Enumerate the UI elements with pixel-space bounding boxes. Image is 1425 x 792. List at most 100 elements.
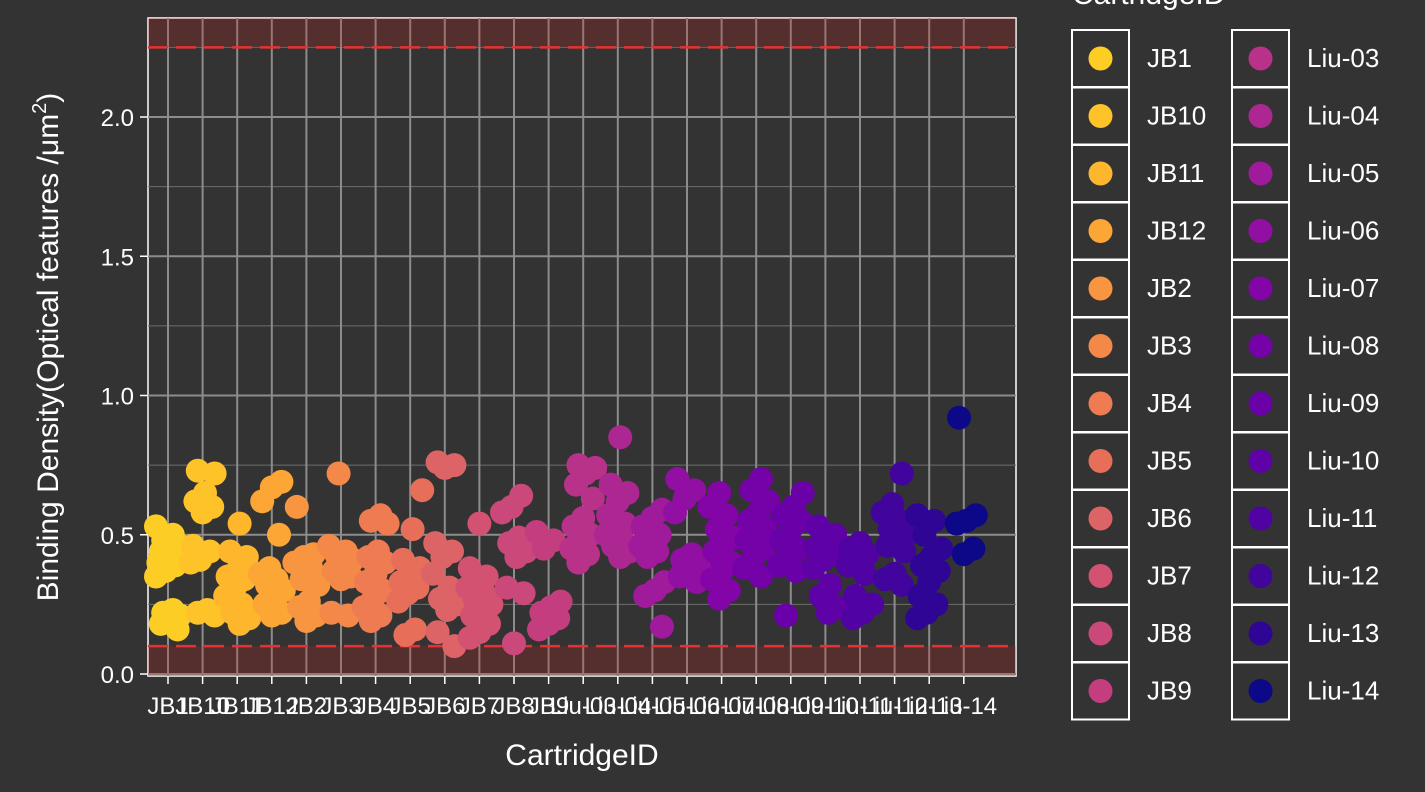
x-tick-label: JB9 (528, 693, 569, 720)
data-point (947, 405, 971, 430)
legend-marker (1248, 334, 1273, 358)
y-tick-label: 0.5 (101, 523, 134, 550)
y-axis-title-main: Binding Density(Optical features / (32, 155, 65, 601)
legend-marker (1088, 621, 1113, 646)
legend-label: JB2 (1147, 273, 1192, 303)
data-point (284, 494, 309, 519)
x-tick-label: JB7 (459, 693, 500, 720)
data-point (749, 564, 773, 589)
data-point (250, 489, 275, 514)
data-point (912, 522, 937, 547)
data-point (566, 550, 591, 575)
y-axis-title: Binding Density(Optical features /μm2) (29, 93, 65, 602)
x-tick-label: JB10 (175, 693, 230, 720)
x-tick-label: Liu-12 (861, 693, 928, 720)
legend-marker (1248, 46, 1273, 71)
data-point (889, 572, 914, 597)
x-axis: JB1JB10JB11JB12JB2JB3JB4JB5JB6JB7JB8JB9L… (147, 676, 997, 720)
upper-threshold-band (148, 18, 1016, 48)
data-point (190, 500, 215, 525)
data-point (840, 606, 865, 631)
data-point (707, 586, 732, 611)
data-point (608, 545, 633, 570)
data-point (144, 564, 168, 589)
x-tick-label: JB11 (211, 693, 264, 720)
data-point (420, 561, 445, 586)
data-point (393, 623, 418, 648)
data-point (580, 486, 605, 511)
data-point (774, 603, 798, 628)
x-tick-label: JB1 (147, 693, 188, 720)
legend-label: Liu-13 (1307, 618, 1379, 648)
y-axis-title-sup: 2 (29, 103, 51, 114)
legend-marker (1248, 391, 1273, 416)
data-point (326, 461, 351, 486)
legend-label: Liu-08 (1307, 331, 1379, 361)
x-tick-label: Liu-05 (619, 693, 686, 720)
data-point (432, 455, 457, 480)
legend-marker (1088, 46, 1113, 71)
legend-label: Liu-09 (1307, 388, 1379, 418)
x-tick-label: JB3 (320, 693, 361, 720)
x-tick-label: JB12 (244, 693, 299, 720)
legend-label: Liu-10 (1307, 446, 1379, 476)
legend-label: Liu-06 (1307, 216, 1379, 246)
data-point (227, 511, 252, 536)
data-point (490, 500, 514, 525)
data-point (511, 581, 536, 606)
legend-marker (1088, 449, 1113, 473)
legend-label: JB12 (1147, 216, 1206, 246)
legend-label: JB9 (1147, 676, 1192, 706)
legend-label: JB8 (1147, 618, 1192, 648)
y-tick-label: 1.5 (101, 244, 134, 271)
legend-marker (1248, 104, 1273, 128)
data-point (889, 461, 914, 486)
data-point (783, 558, 808, 583)
y-axis: 0.0 0.5 1.0 1.5 2.0 (101, 105, 148, 689)
legend-label: JB5 (1147, 446, 1192, 476)
data-point (259, 603, 284, 628)
legend-label: JB3 (1147, 331, 1192, 361)
data-point (608, 425, 633, 450)
legend-key (1231, 489, 1290, 548)
legend-marker (1088, 679, 1113, 703)
x-axis-title: CartridgeID (505, 739, 658, 772)
legend-marker (1088, 391, 1113, 416)
legend-label: JB7 (1147, 561, 1192, 591)
x-tick-label: Liu-07 (688, 693, 755, 720)
legend-label: Liu-05 (1307, 158, 1379, 188)
legend-label: Liu-11 (1307, 503, 1377, 533)
data-point (410, 478, 435, 503)
data-point (635, 545, 660, 570)
data-point (294, 609, 319, 634)
data-points (144, 405, 988, 659)
legend-label: JB10 (1147, 101, 1206, 131)
data-point (202, 603, 227, 628)
data-point (267, 522, 291, 547)
data-point (400, 517, 425, 542)
y-tick-label: 0.0 (101, 662, 134, 689)
legend-marker (1248, 564, 1273, 588)
data-point (425, 620, 450, 645)
y-tick-label: 2.0 (101, 105, 134, 132)
data-point (227, 611, 252, 636)
data-point (375, 511, 400, 536)
legend-marker (1088, 506, 1113, 531)
data-point (457, 625, 482, 650)
x-tick-label: Liu-08 (723, 693, 790, 720)
legend-label: JB6 (1147, 503, 1192, 533)
data-point (564, 472, 588, 497)
data-point (531, 536, 556, 561)
legend-label: JB4 (1147, 388, 1192, 418)
data-point (944, 511, 969, 536)
data-point (329, 567, 353, 592)
lower-threshold-band (148, 646, 1016, 676)
threshold-bands (148, 18, 1016, 676)
legend-marker (1088, 276, 1113, 301)
legend-marker (1088, 219, 1113, 243)
data-point (386, 589, 411, 614)
data-point (178, 550, 203, 575)
legend-marker (1248, 679, 1273, 703)
data-point (650, 614, 674, 639)
